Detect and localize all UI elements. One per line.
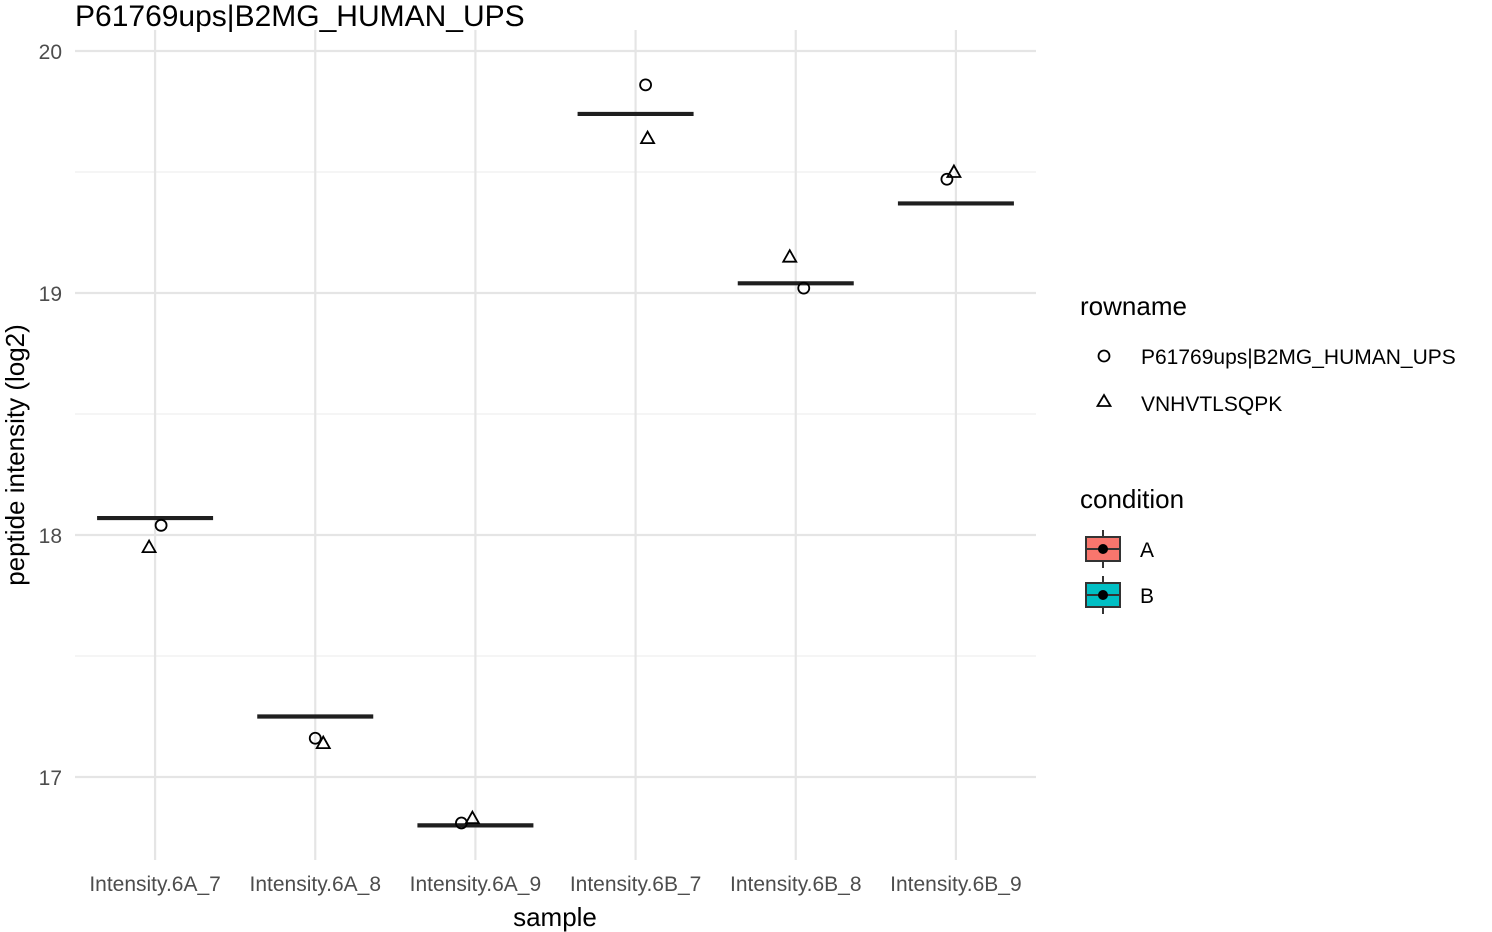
point-triangle xyxy=(639,129,656,145)
legend-key-b xyxy=(1085,576,1121,614)
point-triangle xyxy=(141,538,158,553)
legend-rowname: rowname P61769ups|B2MG_HUMAN_UPS VNHVTLS… xyxy=(1080,291,1456,416)
y-tick-label: 18 xyxy=(39,525,62,548)
chart-title: P61769ups|B2MG_HUMAN_UPS xyxy=(75,0,525,33)
x-tick-label: Intensity.6B_7 xyxy=(570,873,702,896)
y-axis-title: peptide intensity (log2) xyxy=(0,324,30,586)
point-circle xyxy=(308,731,322,745)
legend-triangle-icon xyxy=(1095,393,1113,407)
y-tick-label: 17 xyxy=(39,767,62,790)
legend-rowname-item-2: VNHVTLSQPK xyxy=(1141,393,1282,416)
legend-condition-title: condition xyxy=(1080,484,1184,514)
point-circle xyxy=(154,518,168,532)
point-triangle xyxy=(464,809,481,825)
legend-condition-a: A xyxy=(1140,539,1154,562)
x-tick-label: Intensity.6B_9 xyxy=(890,873,1022,896)
median-lines xyxy=(97,111,1014,828)
x-tick-label: Intensity.6A_8 xyxy=(249,873,381,896)
legend-rowname-title: rowname xyxy=(1080,291,1187,321)
point-triangle xyxy=(315,734,332,750)
x-axis-title: sample xyxy=(513,902,597,932)
major-gridlines xyxy=(75,30,1036,860)
x-tick-label: Intensity.6A_7 xyxy=(89,873,221,896)
y-tick-label: 20 xyxy=(39,41,62,64)
legend-rowname-item-1: P61769ups|B2MG_HUMAN_UPS xyxy=(1141,346,1456,369)
minor-gridlines xyxy=(75,171,1036,657)
y-tick-labels: 17 18 19 20 xyxy=(39,41,62,790)
point-triangle xyxy=(945,163,962,178)
point-circle xyxy=(797,281,811,295)
point-triangle xyxy=(781,248,798,263)
x-tick-label: Intensity.6A_9 xyxy=(410,873,542,896)
data-points xyxy=(141,78,962,830)
y-tick-label: 19 xyxy=(39,283,62,306)
point-circle xyxy=(639,78,652,92)
legend-condition-b: B xyxy=(1140,585,1154,608)
point-circle xyxy=(940,172,954,186)
legend-condition: condition A B xyxy=(1080,484,1184,614)
x-tick-label: Intensity.6B_8 xyxy=(730,873,862,896)
legend-circle-icon xyxy=(1097,349,1111,363)
x-tick-labels: Intensity.6A_7 Intensity.6A_8 Intensity.6A… xyxy=(89,873,1021,896)
legend-key-a xyxy=(1085,530,1121,568)
